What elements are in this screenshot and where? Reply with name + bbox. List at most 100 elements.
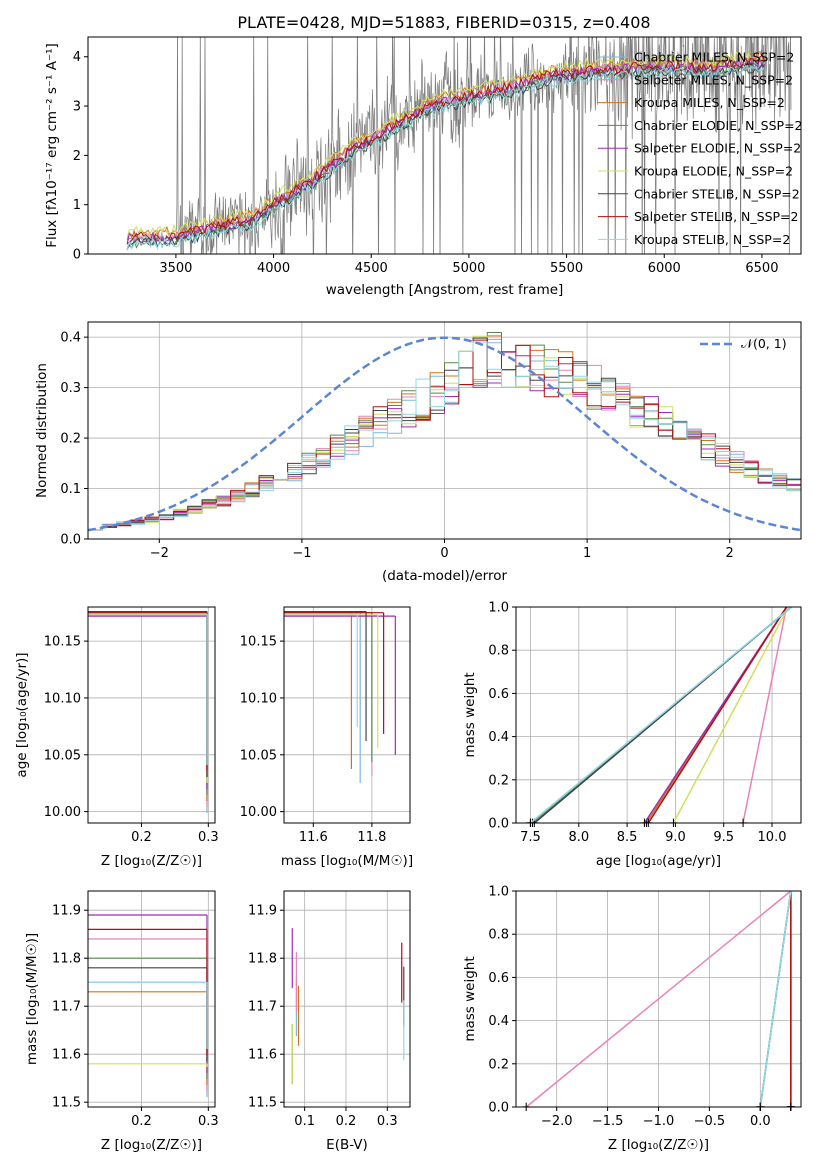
mw-z-xtick-label: −1.0 xyxy=(643,1114,675,1129)
residual-xtick-label: 1 xyxy=(583,546,591,561)
spectrum-xtick-label: 5000 xyxy=(452,261,485,276)
spectrum-ytick-label: 0 xyxy=(73,248,81,263)
mw-age-ytick-label: 0.6 xyxy=(488,687,509,702)
residual-ytick-label: 0.2 xyxy=(60,432,81,447)
residual-ytick-label: 0.1 xyxy=(60,482,81,497)
mw-z-ytick-label: 0.6 xyxy=(488,971,509,986)
mw-z-ytick-label: 1.0 xyxy=(488,885,509,900)
mass-ebv-ytick-label: 11.8 xyxy=(248,952,277,967)
mass-z-xlabel: Z [log₁₀(Z/Z☉)] xyxy=(101,1137,202,1153)
mw-age-xtick-label: 9.0 xyxy=(665,830,686,845)
legend-label: Kroupa ELODIE, N_SSP=2 xyxy=(634,164,793,179)
mw-age-xlabel: age [log₁₀(age/yr)] xyxy=(596,853,721,869)
age-z-xtick-label: 0.2 xyxy=(131,830,152,845)
legend-label: Salpeter ELODIE, N_SSP=2 xyxy=(634,141,801,156)
spectrum-ylabel: Flux [fλ10⁻¹⁷ erg cm⁻² s⁻¹ A⁻¹] xyxy=(44,43,60,248)
residual-xtick-label: 2 xyxy=(726,546,734,561)
mw-z-ytick-label: 0.0 xyxy=(488,1101,509,1116)
mw-age-line xyxy=(672,606,790,824)
age-z-ytick-label: 10.15 xyxy=(44,635,81,650)
mass-z-ytick-label: 11.7 xyxy=(52,1000,81,1015)
residual-xlabel: (data-model)/error xyxy=(382,568,508,584)
mass-ebv-ytick-label: 11.6 xyxy=(248,1048,277,1063)
model-spectrum-line xyxy=(126,57,766,245)
age-z-ylabel: age [log₁₀(age/yr)] xyxy=(14,652,30,777)
spectrum-ytick-label: 3 xyxy=(73,100,81,115)
age-mass-frame xyxy=(283,606,411,824)
residual-xtick-label: −2 xyxy=(150,546,169,561)
mw-age-ytick-label: 0.0 xyxy=(488,817,509,832)
legend-label: Chabrier ELODIE, N_SSP=2 xyxy=(634,118,803,133)
mw-z-ylabel: mass weight xyxy=(462,956,478,1041)
model-spectrum-line xyxy=(126,54,766,245)
mass-z-ytick-label: 11.8 xyxy=(52,952,81,967)
mw-age-line xyxy=(647,606,788,824)
mass-z-xtick-label: 0.3 xyxy=(198,1114,219,1129)
age-mass-ytick-label: 10.05 xyxy=(240,748,277,763)
age-mass-ytick-label: 10.00 xyxy=(240,805,277,820)
spectrum-xtick-label: 6000 xyxy=(648,261,681,276)
spectrum-ytick-label: 2 xyxy=(73,149,81,164)
mw-z-xtick-label: 0.0 xyxy=(750,1114,771,1129)
spectrum-xtick-label: 4500 xyxy=(355,261,388,276)
mass-z-ytick-label: 11.9 xyxy=(52,904,81,919)
age-z-frame xyxy=(87,606,216,824)
legend-label: Chabrier STELIB, N_SSP=2 xyxy=(634,186,800,201)
mw-age-ytick-label: 1.0 xyxy=(488,601,509,616)
mass-ebv-ytick-label: 11.5 xyxy=(248,1096,277,1111)
mw-age-ytick-label: 0.4 xyxy=(488,730,509,745)
age-mass-xlabel: mass [log₁₀(M/M☉)] xyxy=(281,853,413,869)
spectrum-ytick-label: 1 xyxy=(73,198,81,213)
mw-z-xlabel: Z [log₁₀(Z/Z☉)] xyxy=(608,1137,709,1153)
residual-ytick-label: 0.3 xyxy=(60,381,81,396)
age-z-xtick-label: 0.3 xyxy=(198,830,219,845)
mw-z-line xyxy=(525,890,792,1108)
plot-layer: 3500 4000 4500 5000 5500 6000 6500 0 1 2 3 4 wavelen… xyxy=(14,36,803,1153)
residual-histogram xyxy=(88,341,801,530)
mw-age-xtick-label: 7.5 xyxy=(520,830,541,845)
age-mass-ytick-label: 10.10 xyxy=(240,691,277,706)
age-z-xlabel: Z [log₁₀(Z/Z☉)] xyxy=(101,853,202,869)
legend-label: Salpeter STELIB, N_SSP=2 xyxy=(634,209,798,224)
gaussian-curve xyxy=(88,336,801,532)
mass-ebv-xlabel: E(B-V) xyxy=(326,1137,368,1153)
mass-z-xtick-label: 0.2 xyxy=(131,1114,152,1129)
age-z-ytick-label: 10.05 xyxy=(44,748,81,763)
mass-ebv-ytick-label: 11.9 xyxy=(248,904,277,919)
spectrum-xlabel: wavelength [Angstrom, rest frame] xyxy=(326,282,564,298)
mw-age-xtick-label: 9.5 xyxy=(713,830,734,845)
mw-z-xtick-label: −0.5 xyxy=(694,1114,726,1129)
residual-ylabel: Normed distribution xyxy=(34,363,50,498)
mw-age-ylabel: mass weight xyxy=(462,672,478,757)
legend-label: Salpeter MILES, N_SSP=2 xyxy=(634,72,793,87)
mass-ebv-frame xyxy=(283,890,411,1108)
mass-z-ylabel: mass [log₁₀(M/M☉)] xyxy=(24,933,40,1065)
age-mass-ytick-label: 10.15 xyxy=(240,635,277,650)
gauss-legend-label: 𝒩(0, 1) xyxy=(741,336,787,351)
mass-z-ytick-label: 11.6 xyxy=(52,1048,81,1063)
mw-age-xtick-label: 10.0 xyxy=(758,830,787,845)
mw-age-line xyxy=(742,606,788,824)
mw-z-ytick-label: 0.4 xyxy=(488,1014,509,1029)
age-z-ytick-label: 10.10 xyxy=(44,691,81,706)
residual-ytick-label: 0.0 xyxy=(60,533,81,548)
legend-label: Kroupa STELIB, N_SSP=2 xyxy=(634,232,790,247)
mass-ebv-xtick-label: 0.3 xyxy=(377,1114,398,1129)
mw-age-xtick-label: 8.5 xyxy=(617,830,638,845)
model-spectrum-line xyxy=(126,64,766,251)
mw-age-frame xyxy=(515,606,802,824)
residual-xtick-label: −1 xyxy=(292,546,311,561)
mass-ebv-ytick-label: 11.7 xyxy=(248,1000,277,1015)
spectrum-xtick-label: 3500 xyxy=(159,261,192,276)
mw-z-frame xyxy=(515,890,802,1108)
legend-label: Chabrier MILES, N_SSP=2 xyxy=(634,50,794,65)
legend-label: Kroupa MILES, N_SSP=2 xyxy=(634,95,785,110)
mass-ebv-xtick-label: 0.2 xyxy=(336,1114,357,1129)
residual-histogram xyxy=(88,339,801,530)
mw-z-xtick-label: −2.0 xyxy=(541,1114,573,1129)
residual-xtick-label: 0 xyxy=(440,546,448,561)
mass-ebv-xtick-label: 0.1 xyxy=(294,1114,315,1129)
spectrum-frame xyxy=(87,36,802,255)
spectrum-xtick-label: 5500 xyxy=(550,261,583,276)
